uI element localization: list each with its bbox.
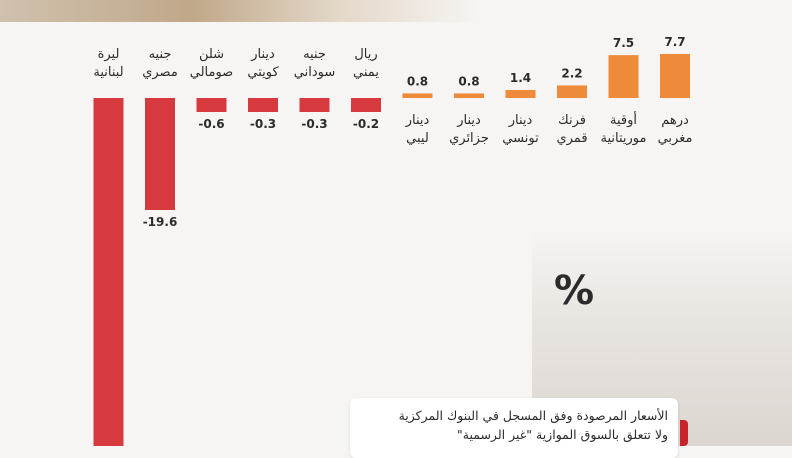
category-label: دينار [508,113,533,128]
category-label: أوقية [610,111,637,128]
bar [557,85,587,98]
data-label: -0.6 [198,117,224,131]
category-label: دينار [250,47,275,62]
category-label: درهم [661,113,689,128]
category-label: جنيه [303,47,326,62]
bar-chart: 7.7 درهم مغربي 7.5 أوقية موريتانية 2.2 فرنك قمري… [93,35,693,446]
category-label: فرنك [558,113,586,128]
bar [93,98,124,446]
category-label: جنيه [149,47,172,62]
category-label: ريال [354,47,377,62]
bar [196,98,227,112]
bar [660,54,690,98]
category-label: جزائري [449,131,489,146]
data-label: 1.4 [510,71,531,85]
data-label: 0.8 [407,74,428,88]
note-line-1: الأسعار المرصودة وفق المسجل في البنوك ال… [398,408,668,423]
category-label: موريتانية [601,131,647,146]
data-label: -19.6 [143,215,178,229]
bar [454,93,484,98]
category-label: سوداني [294,65,335,80]
data-label: -0.3 [250,117,276,131]
category-label: كويتي [247,65,279,80]
category-label: مغربي [658,131,693,146]
data-label: -0.3 [301,117,327,131]
category-label: صومالي [190,65,233,80]
category-label: ليرة [98,47,120,62]
data-label: 7.5 [613,36,634,50]
bar [351,98,381,112]
category-label: ليبي [406,131,429,146]
data-label: 2.2 [561,66,582,80]
category-label: يمني [353,65,379,80]
bar [505,90,536,98]
header-image-strip [0,0,480,22]
bar [299,98,330,112]
category-label: تونسي [502,131,539,146]
bar [248,98,278,112]
category-label: دينار [405,113,430,128]
category-label: شلن [199,47,224,62]
note-box: الأسعار المرصودة وفق المسجل في البنوك ال… [350,398,678,458]
bar [402,93,433,98]
bar [145,98,175,210]
percent-sign: % [553,268,595,314]
category-label: قمري [556,131,587,146]
bar [608,55,639,98]
data-label: -0.2 [353,117,379,131]
category-label: دينار [456,113,481,128]
data-label: 7.7 [664,35,685,49]
category-label: مصري [142,65,178,80]
category-label: لبنانية [93,65,123,80]
note-line-2: ولا تتعلق بالسوق الموازية "غير الرسمية" [457,427,668,442]
note-accent-bar [680,420,688,446]
data-label: 0.8 [458,74,479,88]
